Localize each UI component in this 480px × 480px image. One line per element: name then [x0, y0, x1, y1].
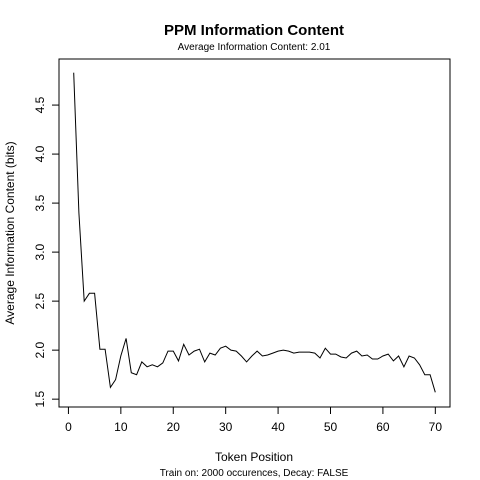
x-tick-label: 30	[219, 420, 233, 434]
y-axis: 1.5 2.0 2.5 3.0 3.5 4.0 4.5	[33, 96, 60, 408]
x-axis-label: Token Position	[215, 450, 293, 464]
x-tick-label: 20	[167, 420, 181, 434]
chart-subtitle: Average Information Content: 2.01	[178, 42, 331, 53]
y-axis-label: Average Information Content (bits)	[3, 141, 17, 324]
y-tick-label: 3.5	[33, 194, 47, 211]
y-tick-label: 4.0	[33, 145, 47, 162]
y-tick-label: 2.0	[33, 341, 47, 358]
y-tick-label: 1.5	[33, 390, 47, 407]
chart-title: PPM Information Content	[164, 22, 344, 39]
y-tick-label: 3.0	[33, 243, 47, 260]
x-axis: 0 10 20 30 40 50 60 70	[65, 406, 443, 434]
x-tick-label: 10	[114, 420, 128, 434]
x-tick-label: 60	[376, 420, 390, 434]
x-tick-label: 50	[324, 420, 338, 434]
x-tick-label: 70	[429, 420, 443, 434]
y-tick-label: 2.5	[33, 292, 47, 309]
x-tick-label: 40	[271, 420, 285, 434]
chart-footer: Train on: 2000 occurences, Decay: FALSE	[160, 468, 349, 479]
x-tick-label: 0	[65, 420, 72, 434]
plot-frame	[58, 58, 451, 408]
series-line	[73, 72, 436, 393]
y-tick-label: 4.5	[33, 96, 47, 113]
